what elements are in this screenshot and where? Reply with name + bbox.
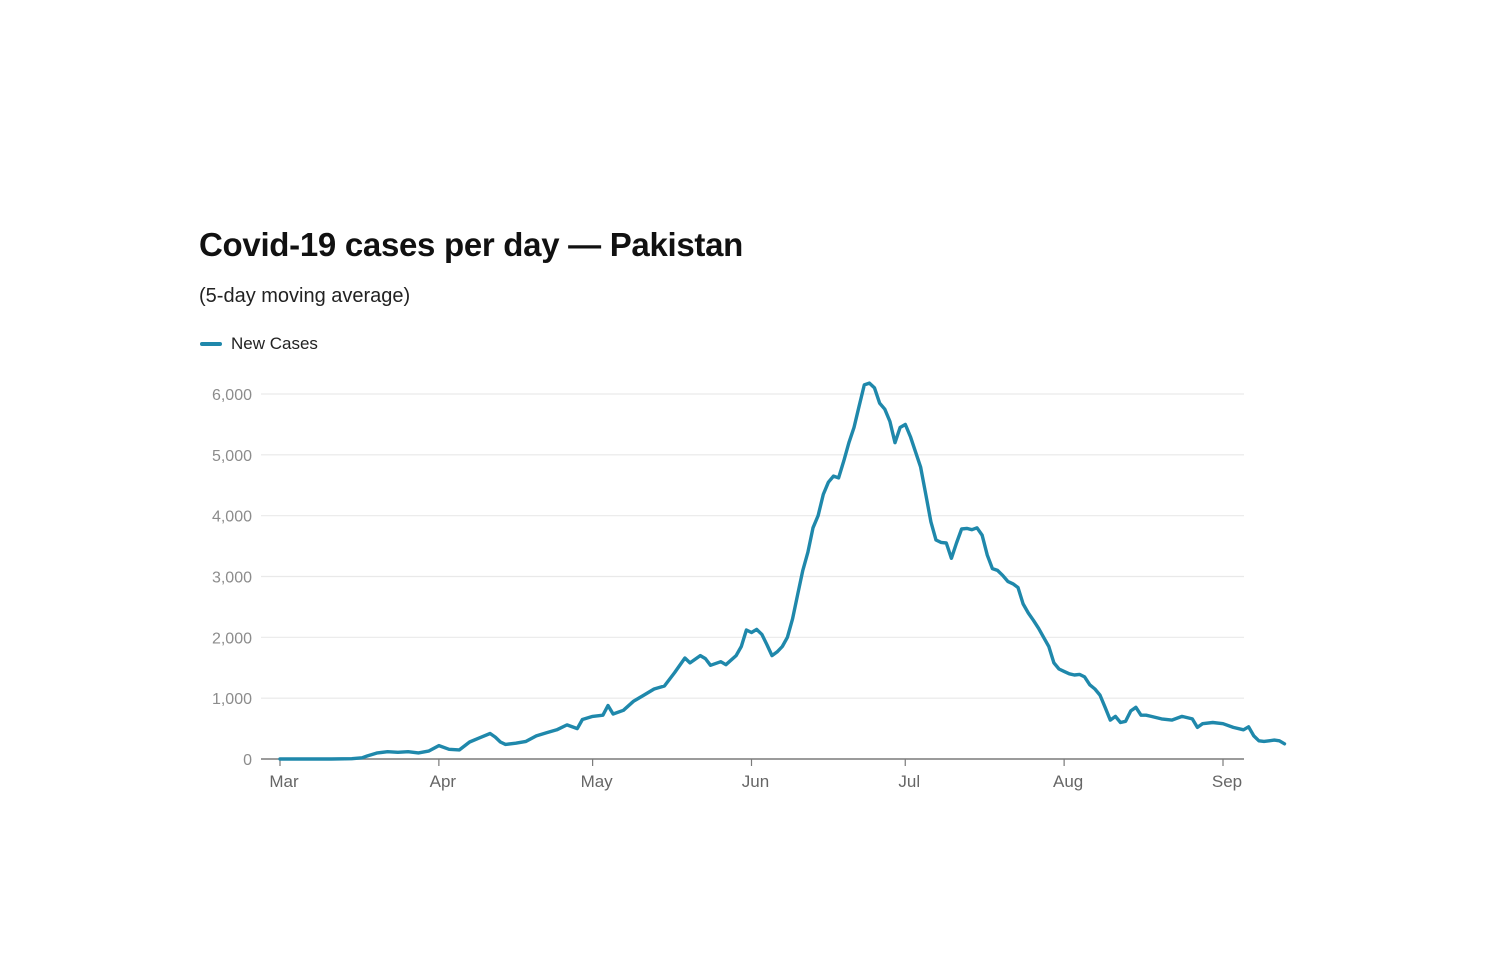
x-tick-label: Jul [898,772,920,791]
y-tick-label: 1,000 [212,691,252,708]
x-tick-label: Jun [742,772,769,791]
x-tick-label: Apr [430,772,457,791]
y-tick-label: 4,000 [212,509,252,526]
series-layer [278,381,1287,761]
gridlines [261,393,1244,699]
y-tick-label: 2,000 [212,630,252,647]
y-tick-label: 0 [243,752,252,769]
chart-subtitle: (5-day moving average) [199,285,411,307]
legend: New Cases [200,334,318,354]
x-tick-label: May [581,772,614,791]
legend-label-new-cases: New Cases [231,334,318,353]
x-tick-label: Sep [1212,772,1242,791]
x-tick-label: Aug [1053,772,1083,791]
axes: 0 1,000 2,000 3,000 4,000 5,000 6,000 Mar Apr May… [212,387,1244,791]
y-tick-label: 5,000 [212,448,252,465]
legend-swatch-new-cases [200,342,222,346]
y-tick-label: 6,000 [212,387,252,404]
x-tick-label: Mar [269,772,299,791]
chart-title: Covid-19 cases per day — Pakistan [199,226,744,263]
series-line-new-cases [278,381,1287,761]
y-tick-label: 3,000 [212,570,252,587]
